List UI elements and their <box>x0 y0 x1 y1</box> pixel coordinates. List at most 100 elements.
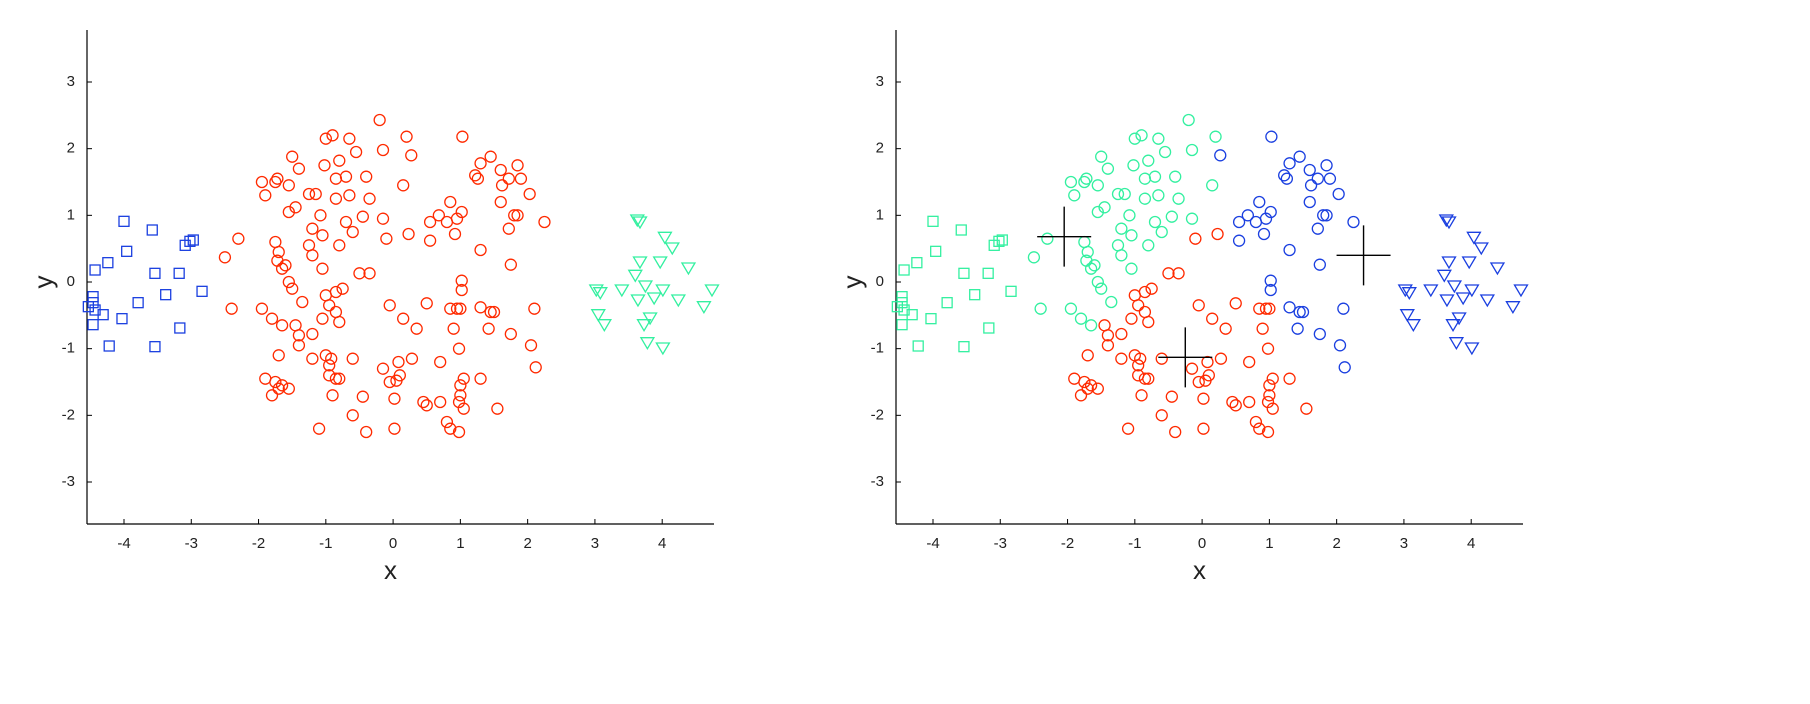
point <box>1283 301 1296 314</box>
point <box>454 389 467 402</box>
point <box>373 113 386 127</box>
point <box>325 352 338 365</box>
point <box>343 189 356 202</box>
point <box>1197 392 1210 405</box>
point <box>1455 292 1471 306</box>
point <box>1320 159 1333 172</box>
point <box>447 322 460 335</box>
point <box>376 143 390 157</box>
point <box>405 352 419 365</box>
point <box>349 145 363 159</box>
point <box>1211 227 1224 241</box>
point <box>1068 189 1081 202</box>
point <box>232 232 245 245</box>
point <box>1074 312 1088 325</box>
point <box>1084 262 1098 275</box>
point <box>174 322 186 334</box>
point <box>1253 302 1266 315</box>
point <box>1479 294 1495 308</box>
point <box>1169 170 1182 183</box>
point <box>642 312 658 326</box>
point <box>1165 210 1178 223</box>
point <box>417 395 430 409</box>
point <box>1259 212 1273 225</box>
point <box>444 422 457 435</box>
point <box>255 175 269 189</box>
point <box>329 372 343 385</box>
point <box>356 210 369 223</box>
point <box>306 352 319 365</box>
point <box>1446 280 1463 294</box>
point <box>1128 289 1141 302</box>
point <box>1034 302 1047 315</box>
y-tick-label: 3 <box>67 73 75 90</box>
point <box>1125 262 1138 275</box>
point <box>1300 402 1313 415</box>
point <box>360 170 373 183</box>
point <box>121 245 133 257</box>
point <box>1127 159 1140 172</box>
point <box>484 305 497 319</box>
point <box>1241 209 1254 222</box>
point <box>319 132 332 145</box>
y-tick-label: 1 <box>876 206 884 223</box>
point <box>286 150 299 163</box>
point <box>346 352 359 365</box>
point <box>410 322 423 335</box>
point <box>1259 302 1273 315</box>
point <box>1332 187 1345 201</box>
point <box>1152 132 1165 145</box>
point <box>1134 352 1147 365</box>
point <box>1513 284 1529 298</box>
point <box>455 274 468 287</box>
point <box>1265 130 1278 143</box>
point <box>1095 282 1108 295</box>
point <box>627 269 643 283</box>
point <box>636 319 652 332</box>
point <box>457 372 470 385</box>
point <box>1399 309 1415 322</box>
point <box>265 389 279 402</box>
point <box>275 379 289 392</box>
point <box>629 214 645 228</box>
point <box>323 299 336 312</box>
point <box>329 172 343 185</box>
point <box>1081 349 1094 362</box>
point <box>302 187 316 201</box>
point <box>1291 322 1304 335</box>
point <box>376 362 390 375</box>
point <box>1333 339 1347 352</box>
point <box>511 159 524 172</box>
point <box>271 172 284 185</box>
point <box>455 205 468 219</box>
x-tick-label: -2 <box>1061 535 1074 552</box>
point <box>149 341 161 353</box>
point <box>1135 129 1148 142</box>
point <box>927 215 939 227</box>
point <box>1263 302 1276 315</box>
y-tick-label: -1 <box>871 340 884 357</box>
point <box>444 195 457 209</box>
point <box>440 415 454 429</box>
point <box>590 309 606 322</box>
point <box>1101 329 1115 342</box>
point <box>1317 209 1330 222</box>
point <box>346 409 359 422</box>
point <box>1283 243 1296 257</box>
point <box>289 201 302 214</box>
point <box>1448 337 1465 350</box>
point <box>474 243 487 257</box>
point <box>1125 312 1138 325</box>
point <box>704 284 720 298</box>
point <box>1313 258 1326 271</box>
point <box>1464 284 1480 298</box>
point <box>514 172 528 185</box>
point <box>524 339 538 352</box>
point <box>312 422 326 435</box>
point <box>1098 319 1111 332</box>
point <box>333 315 346 329</box>
point <box>292 162 306 175</box>
point <box>333 239 346 252</box>
point <box>1005 285 1017 297</box>
point <box>1111 239 1125 252</box>
